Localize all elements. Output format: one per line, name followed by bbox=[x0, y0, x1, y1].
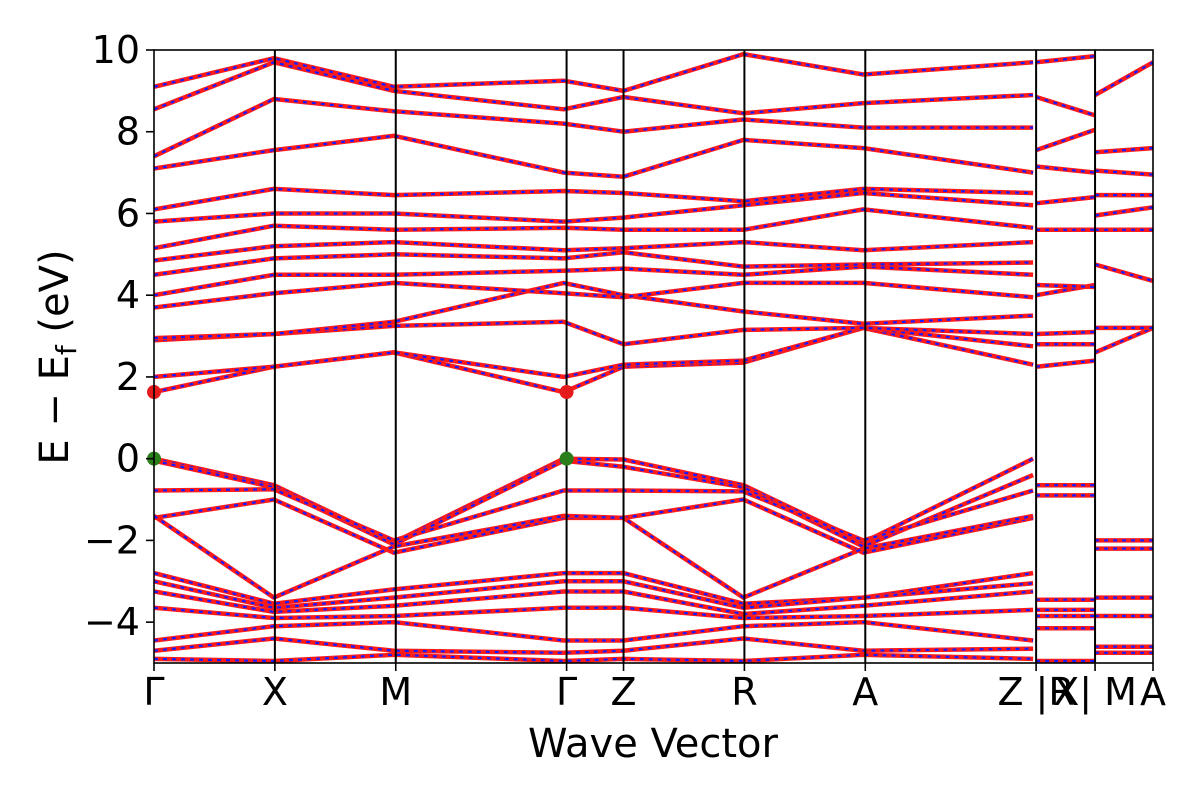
kpoint-label: A bbox=[852, 670, 878, 714]
plot-frame bbox=[153, 49, 1154, 664]
band-line-spin-down bbox=[1095, 147, 1153, 154]
band-line-spin-down bbox=[154, 514, 1034, 599]
x-axis-label: Wave Vector bbox=[528, 721, 779, 767]
band-line-spin-down bbox=[154, 187, 1034, 211]
band-line-spin-up bbox=[154, 605, 1034, 621]
y-axis-label-unit: (eV) bbox=[32, 249, 78, 345]
band-line-spin-down bbox=[1094, 263, 1153, 282]
band-line-spin-down bbox=[154, 208, 1034, 250]
y-tick-label: 10 bbox=[92, 28, 140, 72]
band-edge-marker bbox=[559, 385, 574, 400]
band-line-spin-down bbox=[1094, 326, 1153, 354]
kpoint-label: R bbox=[731, 670, 757, 714]
y-tick-label: 4 bbox=[116, 273, 140, 317]
band-line-spin-up bbox=[154, 280, 1034, 341]
band-line-spin-down bbox=[154, 97, 1034, 158]
band-line-spin-down bbox=[1036, 330, 1096, 336]
band-line-spin-down bbox=[154, 52, 1034, 93]
kpoint-label: Γ bbox=[143, 670, 164, 714]
band-line-spin-up bbox=[154, 239, 1034, 263]
band-line-spin-down bbox=[1035, 95, 1096, 117]
band-line-spin-down bbox=[154, 326, 1034, 394]
band-line-spin-down bbox=[154, 590, 1034, 616]
band-line-spin-down bbox=[154, 320, 1034, 346]
kpoint-label: Γ bbox=[556, 670, 577, 714]
y-tick-label: −4 bbox=[84, 600, 140, 644]
y-axis-label: E − Ef (eV) bbox=[32, 249, 83, 464]
band-line-spin-down bbox=[1035, 196, 1096, 205]
band-line-spin-down bbox=[154, 326, 1034, 378]
band-line-spin-down bbox=[154, 61, 1034, 115]
band-line-spin-up bbox=[154, 250, 1034, 278]
band-line-spin-up bbox=[154, 133, 1034, 179]
y-tick-label: 2 bbox=[116, 355, 140, 399]
band-line-spin-down bbox=[1094, 61, 1153, 96]
band-line-spin-down bbox=[154, 265, 1034, 297]
kpoint-label: A bbox=[1140, 670, 1166, 714]
kpoint-label: M bbox=[379, 670, 412, 714]
kpoint-divider-lines bbox=[273, 50, 1097, 663]
band-edge-marker bbox=[559, 451, 574, 466]
band-line-spin-down bbox=[1094, 206, 1153, 217]
y-axis-label-subscript: f bbox=[50, 344, 83, 355]
band-line-spin-down bbox=[154, 281, 1034, 309]
band-line-spin-down bbox=[154, 488, 1034, 542]
y-tick-label: 0 bbox=[116, 437, 140, 481]
bands-layer bbox=[154, 51, 1153, 663]
kpoint-label: X bbox=[262, 670, 288, 714]
band-line-spin-down bbox=[1035, 359, 1096, 368]
band-line-spin-down bbox=[1035, 128, 1096, 152]
y-axis-label-main: E − E bbox=[32, 355, 78, 465]
band-line-spin-down bbox=[1035, 165, 1096, 174]
band-line-spin-down bbox=[1036, 283, 1096, 289]
y-axis-ticks: −4 −2 0 2 4 6 8 10 bbox=[84, 28, 154, 644]
band-line-spin-up bbox=[154, 652, 1034, 663]
y-tick-label: 8 bbox=[116, 110, 140, 154]
y-tick-label: 6 bbox=[116, 191, 140, 235]
kpoint-label: Z |R bbox=[997, 670, 1074, 715]
band-line-spin-up bbox=[154, 190, 1034, 224]
band-line-spin-down bbox=[1035, 283, 1096, 297]
band-line-spin-down bbox=[154, 620, 1034, 642]
band-line-spin-down bbox=[1095, 169, 1153, 176]
kpoint-label: X| M bbox=[1053, 670, 1137, 715]
y-tick-label: −2 bbox=[84, 518, 140, 562]
kpoint-label: Z bbox=[611, 670, 637, 714]
band-line-spin-up bbox=[154, 636, 1034, 656]
band-line-spin-down bbox=[154, 580, 1034, 609]
band-line-spin-down bbox=[1035, 55, 1096, 64]
